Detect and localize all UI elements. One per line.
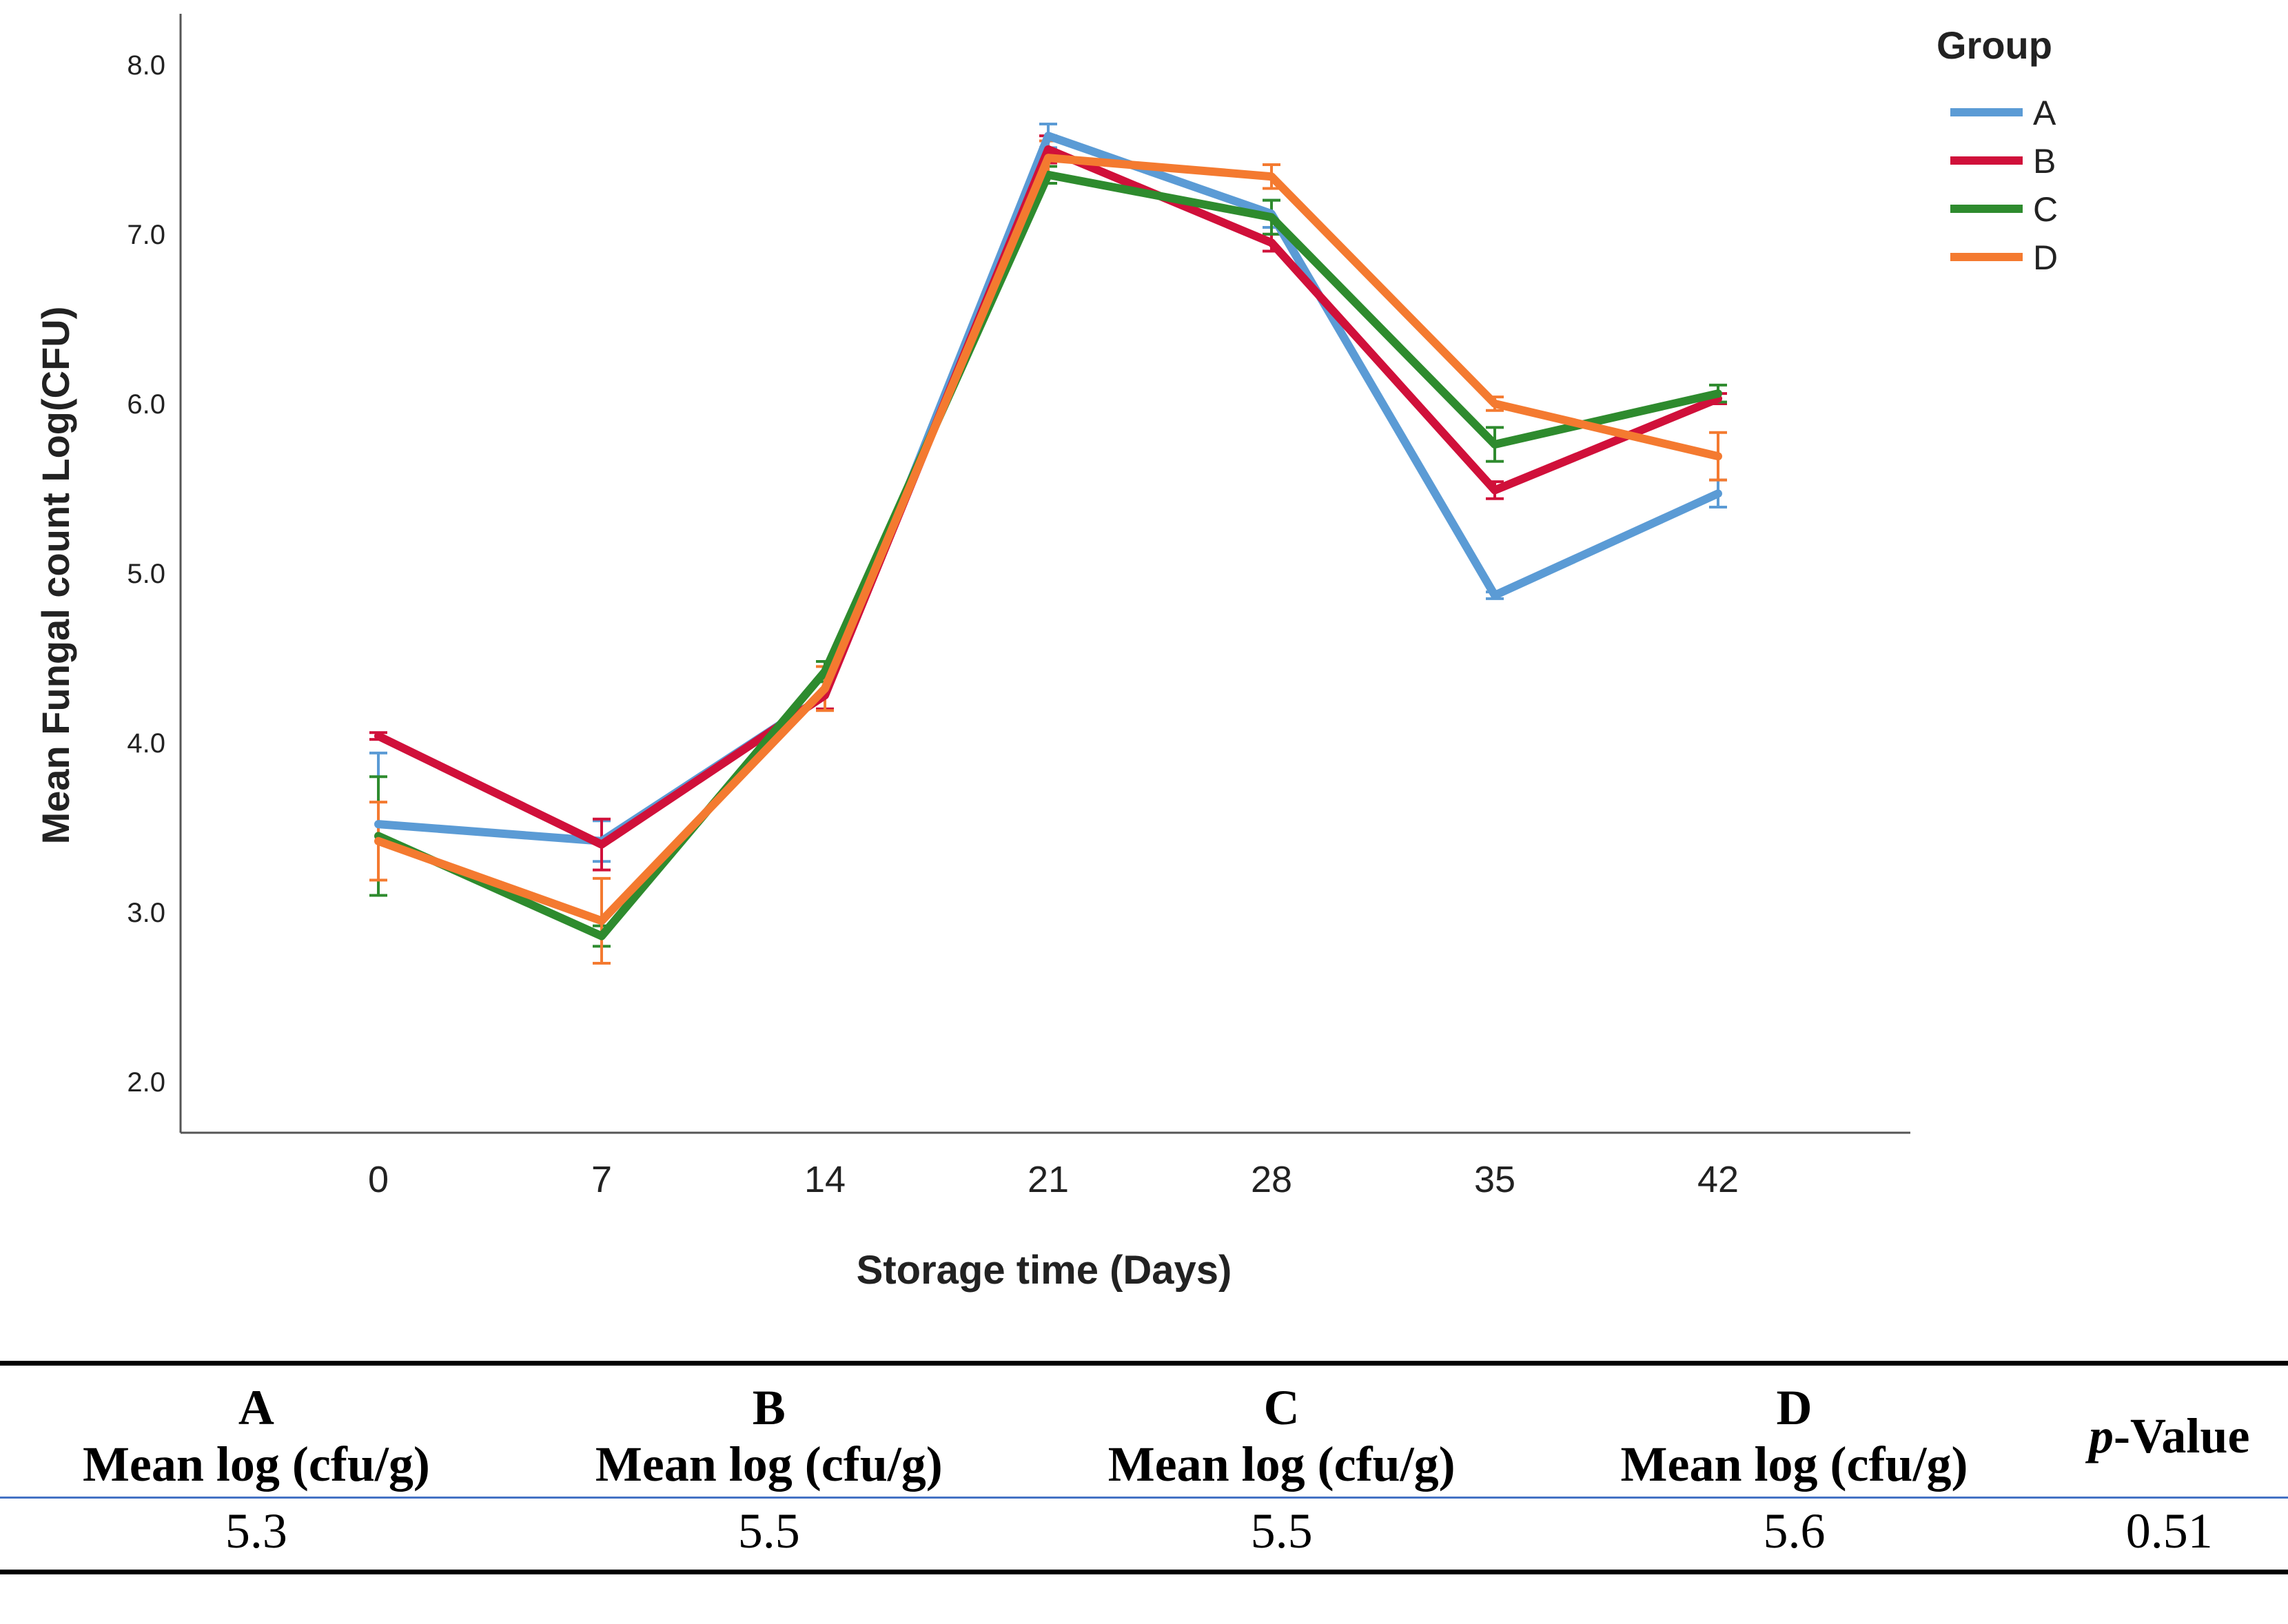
y-tick-label: 7.0: [127, 220, 165, 250]
y-tick-label: 8.0: [127, 50, 165, 81]
metric-label: Mean log (cfu/g): [82, 1437, 430, 1492]
legend-title: Group: [1937, 23, 2052, 67]
legend-label: B: [2033, 142, 2056, 181]
mean-value-c: 5.5: [1025, 1497, 1538, 1574]
y-tick-label: 2.0: [127, 1067, 165, 1098]
metric-label: Mean log (cfu/g): [1620, 1437, 1968, 1492]
x-tick-labels: 0 7 14 21 28 35 42: [368, 1159, 1739, 1200]
mean-value-a: 5.3: [0, 1497, 513, 1574]
legend-item-a: A: [1950, 94, 2056, 132]
fungal-count-chart: 2.0 3.0 4.0 5.0 6.0 7.0 8.0 0 7 14 21 28 35 42 Mean …: [34, 14, 2058, 1293]
p-symbol: p: [2089, 1408, 2114, 1463]
series-line-b: [374, 145, 1722, 849]
y-tick-label: 3.0: [127, 898, 165, 928]
group-label: A: [238, 1380, 274, 1435]
y-tick-label: 5.0: [127, 559, 165, 589]
series-line-a: [374, 132, 1722, 845]
header-group-a: A Mean log (cfu/g): [0, 1361, 513, 1499]
group-label: C: [1263, 1380, 1300, 1435]
x-tick-label: 35: [1474, 1159, 1515, 1200]
legend-item-c: C: [1950, 190, 2058, 229]
table-header-row: A Mean log (cfu/g) B Mean log (cfu/g) C …: [0, 1361, 2288, 1499]
x-tick-label: 14: [804, 1159, 846, 1200]
x-tick-label: 42: [1697, 1159, 1739, 1200]
group-label: B: [752, 1380, 786, 1435]
axes: [179, 14, 1910, 1134]
p-value-label: -Value: [2114, 1408, 2250, 1463]
legend-item-d: D: [1950, 238, 2058, 277]
mean-value-b: 5.5: [512, 1497, 1025, 1574]
metric-label: Mean log (cfu/g): [1107, 1437, 1455, 1492]
series-line-d: [374, 154, 1722, 925]
y-tick-label: 4.0: [127, 728, 165, 759]
y-tick-labels: 2.0 3.0 4.0 5.0 6.0 7.0 8.0: [127, 50, 165, 1098]
header-p-value: p-Value: [2050, 1361, 2288, 1499]
summary-table: A Mean log (cfu/g) B Mean log (cfu/g) C …: [0, 1361, 2288, 1574]
series-lines: [374, 132, 1722, 941]
legend-item-b: B: [1950, 142, 2056, 181]
x-axis-title: Storage time (Days): [857, 1248, 1232, 1293]
legend-label: A: [2033, 94, 2056, 132]
legend-label: D: [2033, 238, 2058, 277]
p-value: 0.51: [2050, 1497, 2288, 1574]
legend-label: C: [2033, 190, 2058, 229]
x-tick-label: 0: [368, 1159, 389, 1200]
mean-value-d: 5.6: [1538, 1497, 2051, 1574]
x-tick-label: 21: [1028, 1159, 1069, 1200]
y-axis-title: Mean Fungal count Log(CFU): [34, 307, 77, 845]
series-line-c: [374, 170, 1722, 941]
x-tick-label: 28: [1251, 1159, 1292, 1200]
header-group-d: D Mean log (cfu/g): [1538, 1361, 2051, 1499]
header-group-b: B Mean log (cfu/g): [512, 1361, 1025, 1499]
table-row: 5.3 5.5 5.5 5.6 0.51: [0, 1497, 2288, 1574]
group-label: D: [1776, 1380, 1812, 1435]
x-tick-label: 7: [591, 1159, 612, 1200]
y-tick-label: 6.0: [127, 389, 165, 420]
metric-label: Mean log (cfu/g): [595, 1437, 943, 1492]
header-group-c: C Mean log (cfu/g): [1025, 1361, 1538, 1499]
